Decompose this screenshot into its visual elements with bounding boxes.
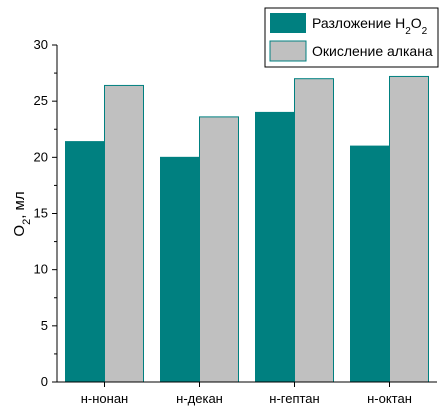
y-tick-label-4: 20 [34,149,48,164]
bar-decomposition-2 [255,111,295,383]
bar-oxidation-3 [389,75,429,383]
y-axis-title-unit: , мл [11,191,28,218]
bar-oxidation-1 [199,116,239,383]
x-tick-label-1: н-декан [176,391,223,406]
y-tick-label-0: 0 [41,374,48,389]
y-tick-label-2: 10 [34,262,48,277]
x-tick-label-0: н-нонан [81,391,129,406]
bar-oxidation-0 [104,84,144,383]
y-axis-title-o: O [11,225,28,237]
x-tick-label-3: н-октан [367,391,412,406]
y-axis-title: O2, мл [11,191,33,236]
y-tick-label-3: 15 [34,206,48,221]
legend-swatch-oxidation [269,40,307,62]
legend: Разложение H2O2 Окисление алкана [264,7,439,68]
y-axis-title-subscript: 2 [21,219,33,225]
legend-label-decomposition-sub-1: 2 [405,26,411,37]
legend-swatch-decomposition [270,13,306,33]
legend-label-decomposition: Разложение H2O2 [312,15,428,37]
y-tick-label-1: 5 [41,318,48,333]
plot-area: н-нонан н-декан н-гептан н-октан 0 5 10 15 20 25 3… [34,37,437,406]
legend-label-decomposition-part-2: O [411,15,422,31]
x-tick-label-2: н-гептан [269,391,319,406]
bar-oxidation-2 [294,78,334,383]
y-tick-label-6: 30 [34,37,48,52]
y-tick-label-5: 25 [34,93,48,108]
bar-decomposition-3 [350,145,390,383]
bar-decomposition-1 [160,156,200,383]
bar-decomposition-0 [65,141,105,383]
legend-label-decomposition-part-1: Разложение H [312,15,405,31]
legend-label-oxidation: Окисление алкана [312,43,433,59]
legend-label-decomposition-sub-2: 2 [422,26,428,37]
